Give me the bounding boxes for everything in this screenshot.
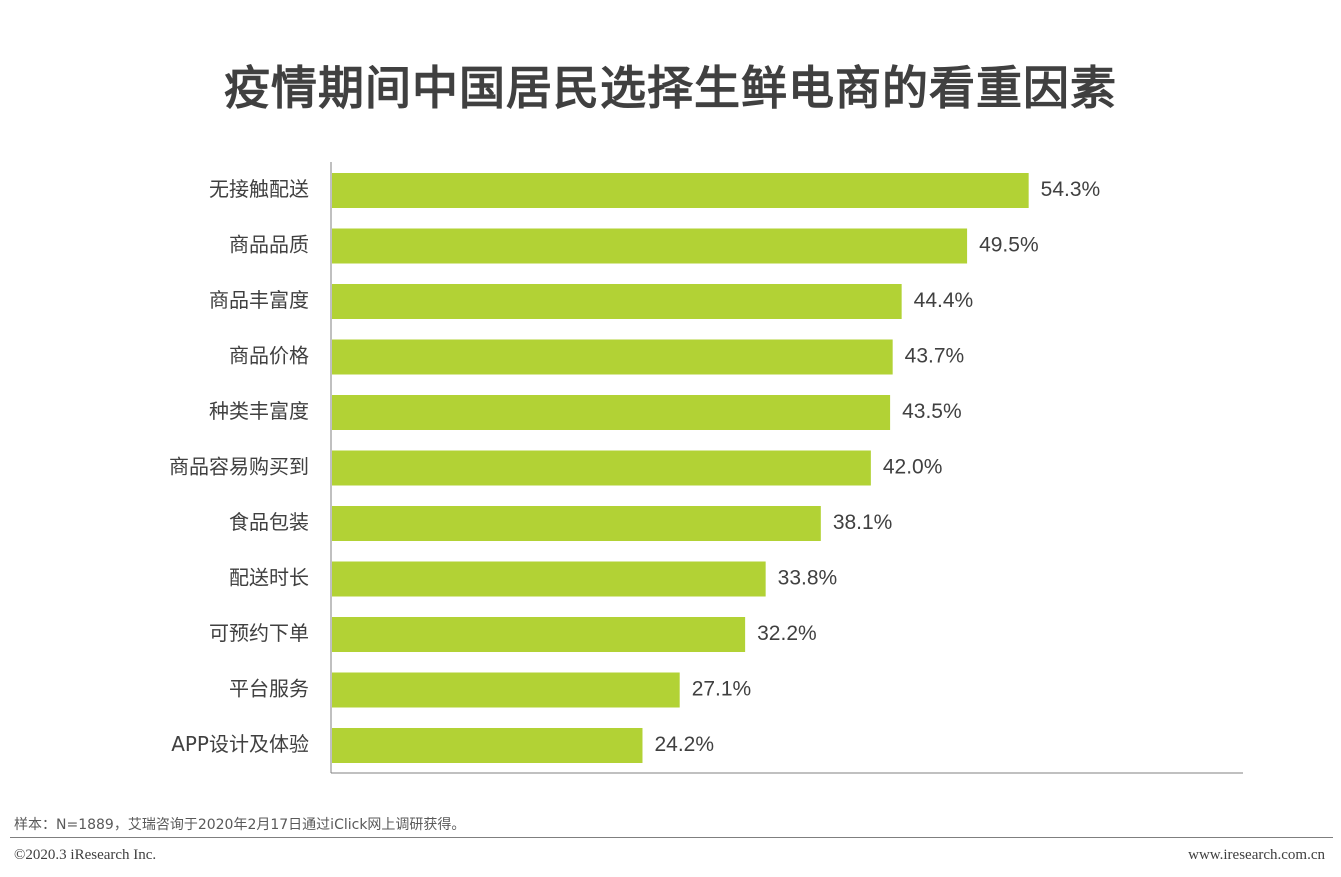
chart-title: 疫情期间中国居民选择生鲜电商的看重因素: [224, 61, 1117, 115]
value-label: 44.4%: [914, 289, 974, 312]
category-label: 种类丰富度: [209, 399, 309, 423]
website-link[interactable]: www.iresearch.com.cn: [1188, 847, 1325, 863]
category-label: 食品包装: [229, 510, 309, 534]
copyright-text: ©2020.3 iResearch Inc.: [14, 847, 157, 863]
bar: [332, 228, 968, 264]
value-label: 32.2%: [757, 622, 817, 645]
bar: [332, 506, 821, 541]
value-label: 43.7%: [905, 345, 965, 368]
category-label: 平台服务: [229, 677, 309, 701]
value-label: 42.0%: [883, 456, 943, 479]
category-label: 商品品质: [229, 233, 309, 257]
category-label: APP设计及体验: [171, 732, 309, 756]
category-label: 配送时长: [229, 566, 309, 590]
category-label: 商品丰富度: [209, 288, 309, 312]
bar: [332, 395, 891, 430]
bar: [332, 561, 766, 597]
bar: [332, 173, 1029, 208]
value-label: 33.8%: [778, 567, 838, 590]
category-label: 可预约下单: [209, 621, 309, 645]
bar: [332, 617, 746, 652]
bar: [332, 728, 643, 763]
value-label: 54.3%: [1041, 178, 1101, 201]
category-label: 商品价格: [229, 344, 309, 368]
footer-divider: [10, 837, 1333, 838]
bar: [332, 284, 902, 319]
bar: [332, 450, 871, 486]
bar: [332, 672, 680, 708]
value-label: 49.5%: [979, 234, 1039, 257]
bar-chart: 无接触配送 54.3% 商品品质 49.5% 商品丰富度 44.4% 商品价格 43.7% 种类…: [169, 162, 1243, 774]
source-note: 样本：N=1889，艾瑞咨询于2020年2月17日通过iClick网上调研获得。: [14, 817, 466, 833]
category-label: 商品容易购买到: [169, 455, 309, 479]
value-label: 38.1%: [833, 511, 893, 534]
value-label: 24.2%: [654, 733, 714, 756]
value-label: 27.1%: [692, 678, 752, 701]
bar: [332, 339, 893, 375]
category-label: 无接触配送: [209, 177, 309, 201]
value-label: 43.5%: [902, 400, 962, 423]
